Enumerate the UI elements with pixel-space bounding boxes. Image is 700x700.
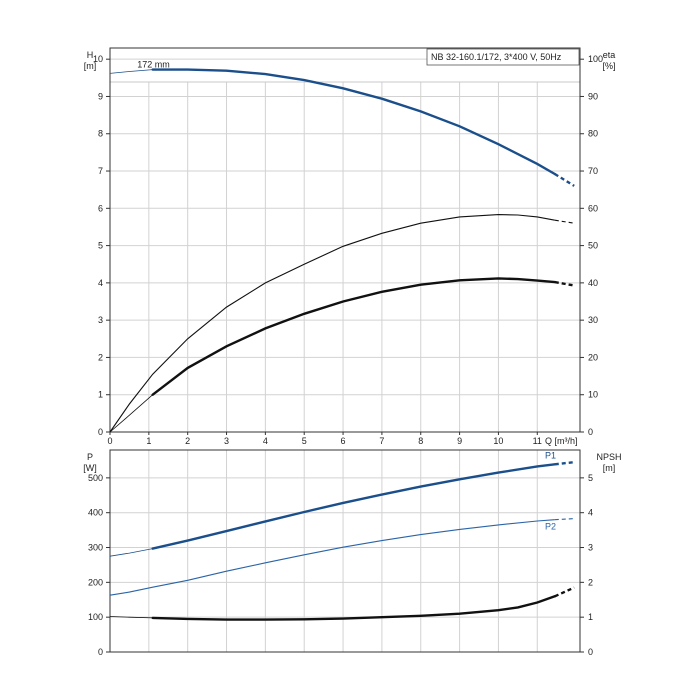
series-line-thin-segment: [109, 394, 153, 433]
series-line-thick-segment: [151, 595, 556, 621]
y-axis-unit-right: [%]: [602, 61, 615, 71]
y-tick-label-left: 0: [98, 647, 103, 657]
y-tick-label-right: 50: [588, 241, 598, 251]
x-tick-label: 1: [146, 436, 151, 446]
y-tick-label-left: 4: [98, 278, 103, 288]
x-tick-label: 7: [379, 436, 384, 446]
series-line-thick-segment: [151, 463, 556, 550]
y-tick-label-right: 1: [588, 612, 593, 622]
y-tick-label-left: 100: [88, 612, 103, 622]
x-axis-title: Q [m³/h]: [545, 436, 578, 446]
series-line-dashed-segment: [554, 518, 575, 521]
curve-label-172mm: 172 mm: [137, 59, 170, 69]
y-axis-title-right: eta: [603, 50, 616, 60]
series-line-dashed-segment: [554, 461, 575, 466]
y-tick-label-left: 300: [88, 543, 103, 553]
y-tick-label-left: 7: [98, 166, 103, 176]
y-tick-label-left: 8: [98, 129, 103, 139]
y-tick-label-right: 20: [588, 352, 598, 362]
x-tick-label: 4: [263, 436, 268, 446]
plot-frame: [109, 47, 581, 433]
y-tick-label-right: 80: [588, 129, 598, 139]
plot-frame: [109, 449, 581, 653]
x-tick-label: 0: [107, 436, 112, 446]
y-tick-label-right: 30: [588, 315, 598, 325]
series-line-thick-segment: [151, 277, 556, 396]
y-axis-title-right: NPSH: [596, 452, 621, 462]
curve-label-p1: P1: [545, 451, 556, 461]
series-line-dashed-segment: [554, 586, 575, 598]
y-tick-label-right: 70: [588, 166, 598, 176]
x-tick-label: 6: [341, 436, 346, 446]
chart-title-box: [426, 48, 580, 66]
y-axis-title-left: H: [87, 50, 94, 60]
series-line-thin-segment: [109, 548, 153, 557]
x-tick-label: 11: [533, 436, 542, 446]
y-tick-label-left: 3: [98, 315, 103, 325]
y-tick-label-right: 4: [588, 508, 593, 518]
y-tick-label-right: 2: [588, 577, 593, 587]
x-tick-label: 10: [493, 436, 503, 446]
y-tick-label-left: 1: [98, 390, 103, 400]
series-line-thin-segment: [109, 69, 153, 74]
x-tick-label: 2: [185, 436, 190, 446]
y-tick-label-right: 0: [588, 647, 593, 657]
y-axis-unit-left: [W]: [83, 463, 97, 473]
y-tick-label-right: 90: [588, 91, 598, 101]
x-tick-label: 5: [302, 436, 307, 446]
y-tick-label-left: 400: [88, 508, 103, 518]
y-axis-unit-left: [m]: [84, 61, 97, 71]
series-line-dashed-segment: [554, 172, 575, 187]
curve-label-p2: P2: [545, 521, 556, 531]
x-tick-label: 8: [418, 436, 423, 446]
y-tick-label-right: 40: [588, 278, 598, 288]
chart-title: NB 32-160.1/172, 3*400 V, 50Hz: [431, 52, 562, 62]
y-tick-label-left: 500: [88, 473, 103, 483]
y-axis-unit-right: [m]: [603, 463, 616, 473]
y-tick-label-right: 0: [588, 427, 593, 437]
plot-area: [110, 450, 580, 652]
y-tick-label-left: 0: [98, 427, 103, 437]
y-tick-label-left: 10: [93, 54, 103, 64]
y-tick-label-left: 6: [98, 203, 103, 213]
y-tick-label-left: 200: [88, 577, 103, 587]
y-tick-label-right: 100: [588, 54, 603, 64]
x-tick-label: 9: [457, 436, 462, 446]
series-line-thin-segment: [109, 616, 153, 619]
y-tick-label-right: 60: [588, 203, 598, 213]
y-tick-label-left: 5: [98, 241, 103, 251]
x-tick-label: 3: [224, 436, 229, 446]
y-tick-label-left: 9: [98, 91, 103, 101]
series-line-dashed-segment: [554, 280, 575, 287]
y-tick-label-right: 5: [588, 473, 593, 483]
series-line: [109, 519, 555, 596]
y-axis-title-left: P: [87, 452, 93, 462]
series-line-dashed-segment: [554, 219, 575, 224]
y-tick-label-right: 3: [588, 543, 593, 553]
y-tick-label-left: 2: [98, 352, 103, 362]
series-line: [109, 214, 555, 433]
y-tick-label-right: 10: [588, 390, 598, 400]
series-line-thick-segment: [151, 68, 556, 176]
